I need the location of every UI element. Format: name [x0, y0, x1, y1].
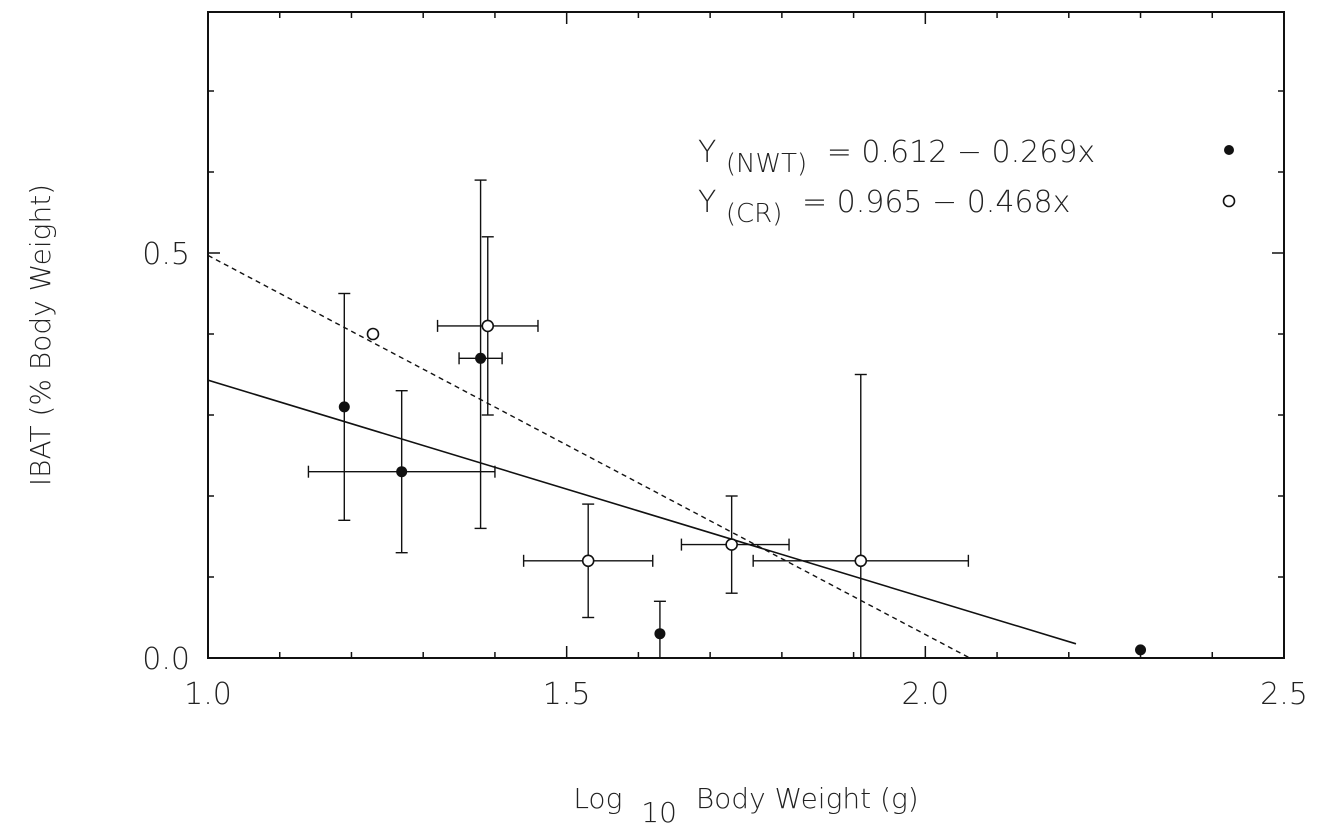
data-point-cr	[481, 319, 495, 333]
legend-cr-prefix: Y	[698, 185, 716, 220]
legend: Y (NWT) = 0.612 − 0.269x Y (CR) = 0.965 …	[698, 135, 1236, 230]
y-tick-label: 0.5	[142, 237, 190, 272]
data-point-nwt	[654, 628, 666, 640]
fit-lines	[207, 254, 1077, 658]
x-tick-label: 1.5	[543, 677, 591, 712]
legend-nwt-prefix: Y	[698, 135, 716, 170]
error-bars	[307, 179, 970, 658]
plot-frame	[207, 11, 1285, 659]
legend-entry-nwt: Y (NWT) = 0.612 − 0.269x	[698, 135, 1095, 180]
x-axis-label-prefix: Log	[573, 782, 622, 815]
x-tick-label: 2.0	[901, 677, 949, 712]
x-axis-label-suffix: Body Weight (g)	[696, 782, 919, 815]
legend-nwt-subscript: (NWT)	[726, 149, 807, 179]
data-point-cr	[854, 554, 868, 568]
x-axis-label-subscript: 10	[641, 796, 677, 829]
x-tick-label: 1.0	[184, 677, 232, 712]
legend-cr-equation: = 0.965 − 0.468x	[802, 185, 1070, 220]
data-point-nwt	[475, 352, 487, 364]
data-point-nwt	[396, 466, 408, 478]
y-axis-label: IBAT (% Body Weight)	[24, 184, 57, 486]
data-point-nwt	[338, 401, 350, 413]
data-point-cr	[581, 554, 595, 568]
y-tick-label: 0.0	[142, 642, 190, 677]
legend-cr-subscript: (CR)	[726, 199, 783, 229]
legend-nwt-equation: = 0.612 − 0.269x	[827, 135, 1095, 170]
x-tick-label: 2.5	[1260, 677, 1308, 712]
x-axis-label: Log 10 Body Weight (g)	[573, 782, 918, 829]
legend-entry-cr: Y (CR) = 0.965 − 0.468x	[698, 185, 1070, 230]
fit-line-nwt	[207, 379, 1077, 645]
data-points	[338, 319, 1147, 656]
axis-ticks: 1.0 1.5 2.0 2.5 0.0 0.5	[142, 12, 1308, 712]
data-point-nwt	[1135, 644, 1147, 656]
data-point-cr	[725, 538, 738, 551]
data-point-cr	[366, 327, 380, 341]
legend-marker-cr	[1222, 194, 1236, 208]
legend-marker-nwt	[1224, 145, 1234, 155]
